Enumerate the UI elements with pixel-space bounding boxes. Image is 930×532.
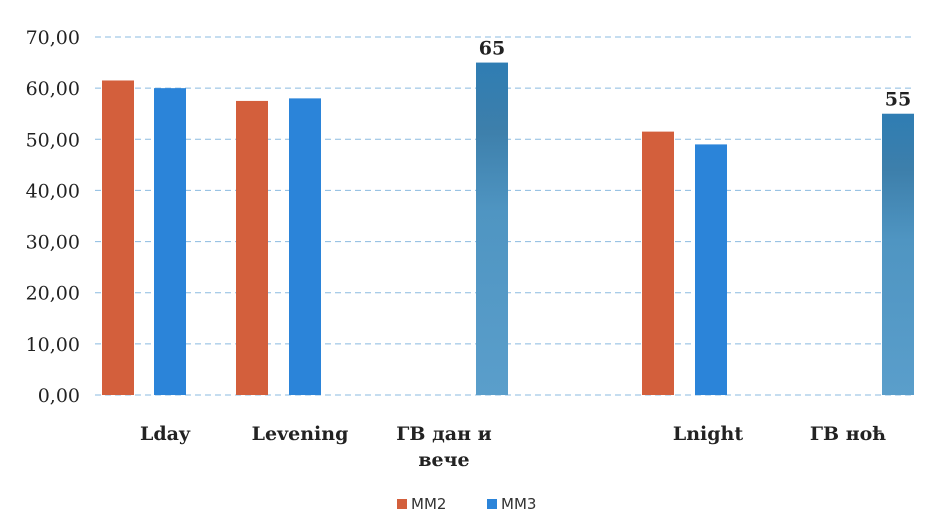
y-tick-label: 20,00	[26, 283, 80, 305]
x-tick-label: ГВ дан и вече	[396, 423, 491, 471]
bar	[154, 88, 186, 396]
data-label: 65	[479, 38, 505, 60]
x-tick-label: Lnight	[673, 423, 743, 445]
x-tick-label: ГВ ноћ	[810, 423, 886, 445]
y-tick-label: 50,00	[26, 129, 80, 151]
data-labels: 65 55	[479, 38, 911, 111]
bar	[476, 62, 508, 395]
x-tick-label: Levening	[252, 423, 349, 445]
x-tick-label: Lday	[140, 423, 191, 445]
y-tick-label: 60,00	[26, 78, 80, 100]
y-tick-label: 0,00	[38, 385, 80, 407]
bar	[289, 98, 321, 395]
y-tick-label: 10,00	[26, 334, 80, 356]
data-label: 55	[885, 89, 911, 111]
y-tick-label: 30,00	[26, 232, 80, 254]
bar	[236, 100, 268, 395]
bar	[642, 131, 674, 395]
y-tick-label: 40,00	[26, 180, 80, 202]
bars	[102, 62, 914, 396]
y-axis-ticks: 0,00 10,00 20,00 30,00 40,00 50,00 60,00 70,00	[26, 27, 80, 407]
y-tick-label: 70,00	[26, 27, 80, 49]
bar	[882, 113, 914, 395]
bar	[695, 144, 727, 395]
x-axis-categories: Lday Levening ГВ дан и вече Lnight ГВ ноћ	[140, 423, 886, 471]
bar	[102, 80, 134, 395]
legend-label: ММ2	[411, 495, 446, 513]
legend: ММ2 ММ3	[397, 495, 536, 513]
legend-swatch	[487, 499, 497, 509]
legend-swatch	[397, 499, 407, 509]
legend-label: ММ3	[501, 495, 536, 513]
